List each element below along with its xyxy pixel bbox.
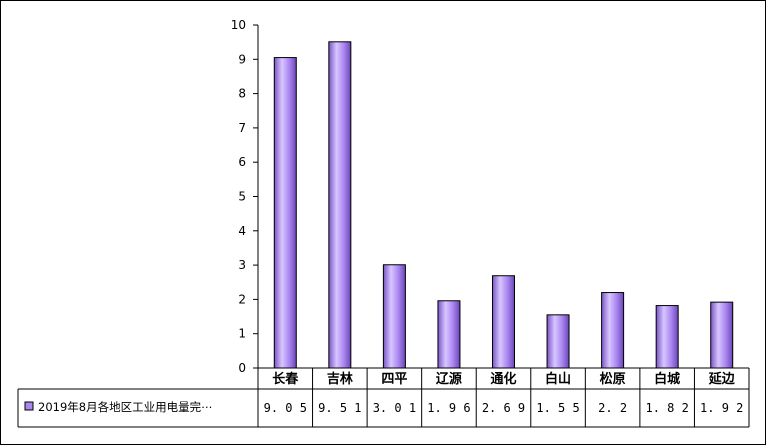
bar-延边: [710, 301, 734, 369]
category-label: 白城: [654, 371, 680, 387]
y-tick-label: 10: [231, 18, 246, 32]
table-value: 1. 9 2: [700, 401, 743, 415]
y-tick-label: 8: [238, 87, 246, 101]
category-label: 吉林: [327, 371, 353, 387]
bar-通化: [492, 275, 515, 369]
bars: [273, 41, 734, 369]
table-value: 1. 5 5: [536, 401, 579, 415]
bar-白城: [655, 305, 679, 369]
table-value: 2. 2: [598, 401, 627, 415]
bar-松原: [601, 292, 625, 369]
table-value: 1. 9 6: [427, 401, 470, 415]
y-tick-label: 3: [238, 258, 246, 272]
bar-白山: [546, 314, 570, 369]
y-tick-label: 1: [238, 327, 246, 341]
category-label: 四平: [381, 372, 407, 387]
bar-辽源: [437, 300, 461, 369]
table-value: 2. 6 9: [482, 401, 525, 415]
category-label: 长春: [272, 371, 299, 387]
y-tick-label: 0: [238, 361, 246, 375]
category-label: 松原: [600, 371, 626, 387]
table-value: 9. 0 5: [264, 401, 307, 415]
category-label: 延边: [708, 371, 736, 387]
y-tick-label: 2: [238, 292, 246, 306]
bar-长春: [273, 57, 297, 369]
table-value: 3. 0 1: [373, 401, 416, 415]
bar-四平: [382, 264, 406, 369]
table-value: 9. 5 1: [318, 401, 361, 415]
table-value: 1. 8 2: [645, 401, 688, 415]
bar-吉林: [328, 41, 352, 369]
y-tick-label: 5: [238, 190, 246, 204]
y-tick-label: 9: [238, 52, 246, 66]
data-table: 长春 吉林 四平 辽源 通化 白山 松原 白城 延边 9. 0 5 9. 5 1 3. 0 1 1. 9…: [17, 368, 750, 428]
y-tick-label: 6: [238, 155, 246, 169]
series-name: 2019年8月各地区工业用电量完⋯: [38, 400, 213, 414]
category-label: 白山: [545, 371, 571, 387]
y-tick-label: 7: [238, 121, 246, 135]
legend-swatch: [24, 401, 34, 411]
y-tick-label: 4: [238, 224, 246, 238]
category-label: 通化: [490, 371, 516, 387]
category-label: 辽源: [436, 371, 462, 387]
